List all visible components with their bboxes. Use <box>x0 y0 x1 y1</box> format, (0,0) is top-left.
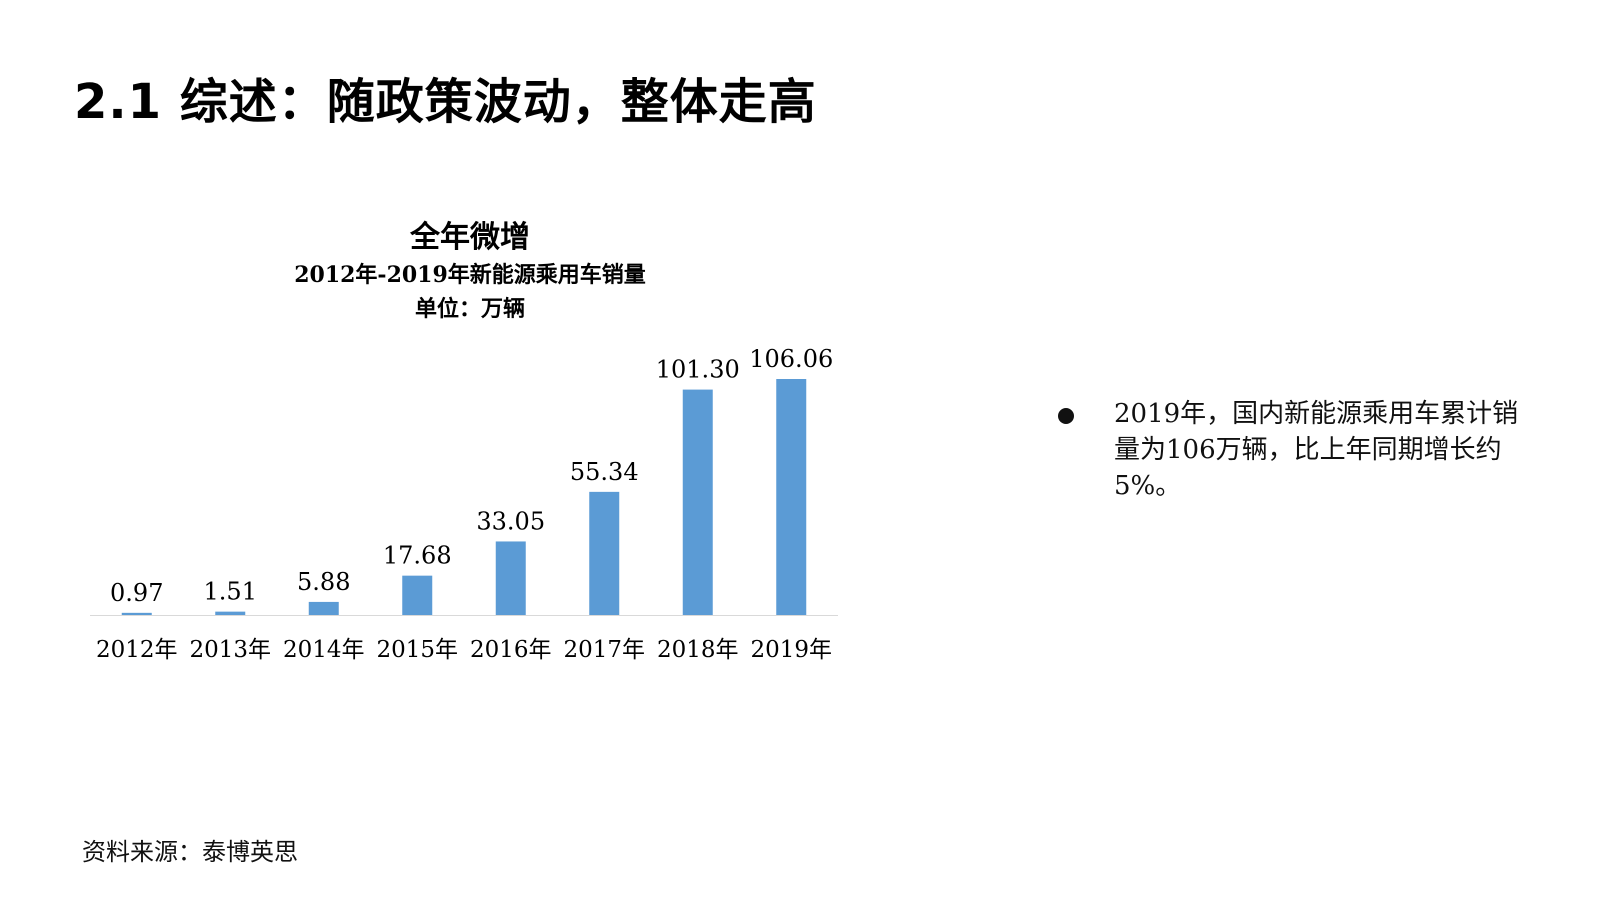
x-tick-label-5: 2017年 <box>563 637 645 663</box>
bar-5 <box>589 491 620 615</box>
bullet-dot-icon <box>1058 408 1074 424</box>
summary-bullet: 2019年，国内新能源乘用车累计销量为106万辆，比上年同期增长约5%。 <box>1058 396 1528 504</box>
data-label-5: 55.34 <box>570 458 639 486</box>
x-tick-label-6: 2018年 <box>657 637 739 663</box>
x-tick-label-1: 2013年 <box>189 637 271 663</box>
bar-1 <box>215 611 246 615</box>
data-label-4: 33.05 <box>476 507 545 535</box>
chart-title: 全年微增 <box>410 220 530 255</box>
source-note: 资料来源：泰博英思 <box>82 838 298 866</box>
bar-6 <box>682 389 713 615</box>
bar-2 <box>308 601 339 615</box>
page-title: 2.1 综述：随政策波动，整体走高 <box>74 74 817 130</box>
chart-headings: 全年微增 2012年-2019年新能源乘用车销量 单位：万辆 <box>230 218 710 326</box>
bar-4 <box>495 541 526 615</box>
bar-0 <box>121 612 152 615</box>
x-tick-label-2: 2014年 <box>283 637 365 663</box>
data-label-6: 101.30 <box>656 356 740 384</box>
x-tick-label-7: 2019年 <box>750 637 832 663</box>
bar-chart: 0.97 2012年 1.51 2013年 5.88 2014年 17.68 2015年 33.… <box>90 345 838 663</box>
data-label-2: 5.88 <box>297 568 350 596</box>
x-tick-label-4: 2016年 <box>470 637 552 663</box>
chart-subtitle: 2012年-2019年新能源乘用车销量 <box>294 262 646 288</box>
data-label-1: 1.51 <box>204 578 257 606</box>
chart-unit: 单位：万辆 <box>414 296 525 322</box>
summary-text: 2019年，国内新能源乘用车累计销量为106万辆，比上年同期增长约5%。 <box>1114 399 1519 501</box>
x-tick-label-3: 2015年 <box>376 637 458 663</box>
data-label-0: 0.97 <box>110 579 163 607</box>
data-label-3: 17.68 <box>383 542 452 570</box>
x-tick-label-0: 2012年 <box>96 637 178 663</box>
data-label-7: 106.06 <box>749 345 833 373</box>
bar-3 <box>402 575 433 615</box>
bar-7 <box>776 379 807 615</box>
